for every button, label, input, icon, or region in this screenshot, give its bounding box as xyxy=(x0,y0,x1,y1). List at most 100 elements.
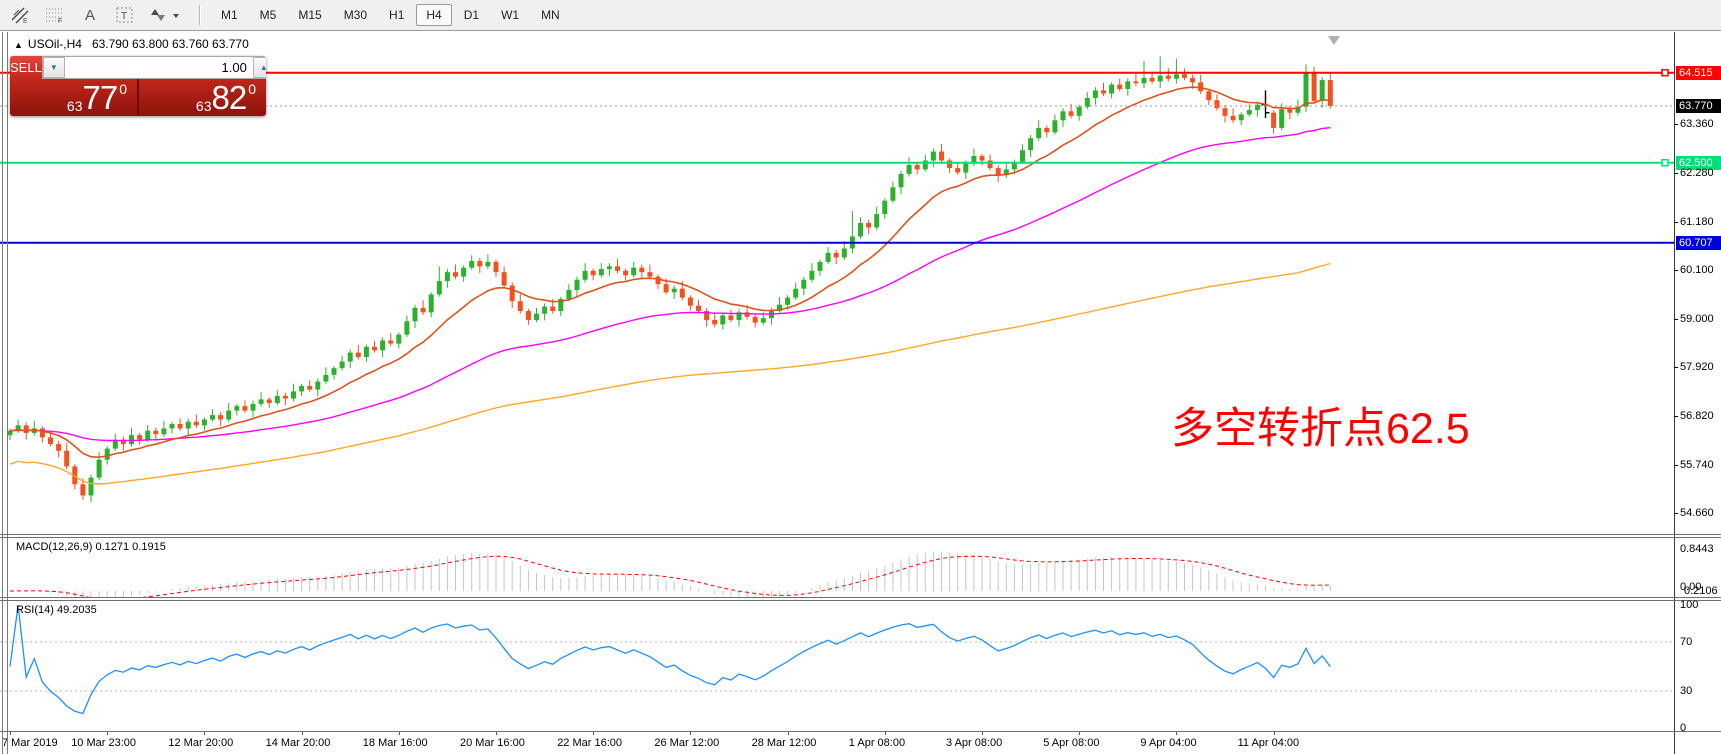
timeframe-button-m5[interactable]: M5 xyxy=(259,8,277,22)
timeframe-button-m15[interactable]: M15 xyxy=(298,8,322,22)
time-tick xyxy=(10,732,11,735)
candle-body xyxy=(631,267,637,276)
candle-body xyxy=(639,267,645,273)
price-badge-red: 64.515 xyxy=(1676,65,1721,80)
candle-body xyxy=(1319,80,1325,102)
buy-price-sup: 0 xyxy=(248,81,256,97)
text-label-icon[interactable]: A xyxy=(84,6,95,24)
candle-body xyxy=(898,173,904,188)
rsi-value: 49.2035 xyxy=(56,604,97,616)
candle-body xyxy=(201,419,207,426)
candle-body xyxy=(955,168,961,173)
text-box-icon[interactable]: T xyxy=(110,2,140,28)
pane-splitter[interactable] xyxy=(0,537,1721,538)
candle-body xyxy=(266,399,272,404)
candle-body xyxy=(1109,84,1115,94)
candle-body xyxy=(963,163,969,173)
main-chart[interactable] xyxy=(0,32,1674,534)
volume-increase-button[interactable]: ▲ xyxy=(252,57,266,78)
candle-body xyxy=(436,281,442,295)
candle-body xyxy=(866,223,872,228)
candle-body xyxy=(1036,127,1042,139)
candle-body xyxy=(793,288,799,298)
candle-body xyxy=(858,223,863,237)
resistance-line-handle[interactable] xyxy=(1661,68,1669,77)
candle-body xyxy=(347,352,353,362)
candle-body xyxy=(339,361,345,369)
candle-body xyxy=(752,316,758,323)
time-axis[interactable]: 7 Mar 2019 10 Mar 23:00 12 Mar 20:00 14 Mar… xyxy=(0,732,1721,754)
volume-decrease-button[interactable]: ▼ xyxy=(42,57,65,78)
candle-body xyxy=(728,315,734,320)
arrows-tool-icon[interactable] xyxy=(145,2,187,28)
pane-splitter[interactable] xyxy=(0,600,1721,601)
pivot-line-handle[interactable] xyxy=(1661,158,1669,167)
sell-price-big: 77 xyxy=(82,79,118,116)
timeframe-button-w1[interactable]: W1 xyxy=(501,8,520,22)
time-label: 7 Mar 2019 xyxy=(2,737,58,749)
pane-splitter[interactable] xyxy=(0,597,1721,598)
macd-scale-badge: 0.2106 xyxy=(1684,585,1718,597)
candle-body xyxy=(809,270,815,280)
rsi-pane[interactable] xyxy=(0,601,1674,731)
ma-mid-line xyxy=(9,127,1331,442)
price-tick-label: 61.180 xyxy=(1680,215,1714,228)
buy-price-prefix: 63 xyxy=(195,98,212,114)
candle-body xyxy=(7,430,13,436)
buy-price[interactable]: 63 82 0 xyxy=(139,79,266,116)
volume-input[interactable] xyxy=(64,57,253,78)
candle-body xyxy=(930,151,936,161)
candle-body xyxy=(671,288,677,293)
sell-price[interactable]: 63 77 0 xyxy=(10,79,139,116)
candle-body xyxy=(1117,84,1123,90)
timeframe-button-h4[interactable]: H4 xyxy=(416,4,452,26)
sell-price-prefix: 63 xyxy=(66,98,83,114)
candle-body xyxy=(720,315,726,325)
candle-body xyxy=(120,439,126,445)
pane-splitter[interactable] xyxy=(0,534,1721,535)
timeframe-button-d1[interactable]: D1 xyxy=(463,8,480,22)
time-tick xyxy=(398,732,400,735)
candle-body xyxy=(404,321,410,335)
rsi-scale-30: 30 xyxy=(1680,685,1693,697)
candle-body xyxy=(1125,81,1131,90)
svg-text:T: T xyxy=(121,11,127,22)
candle-body xyxy=(291,391,296,399)
candle-body xyxy=(1101,90,1106,94)
candle-body xyxy=(841,248,847,258)
fibonacci-grid-icon[interactable]: F xyxy=(40,2,70,28)
candle-body xyxy=(323,374,329,382)
chart-shift-arrow-icon[interactable] xyxy=(1328,36,1340,45)
candle-body xyxy=(493,261,499,273)
price-tick-label: 62.280 xyxy=(1680,166,1714,179)
macd-pane[interactable] xyxy=(0,538,1674,597)
candle-body xyxy=(363,346,369,358)
candle-body xyxy=(1052,120,1058,133)
candle-body xyxy=(890,187,896,201)
macd-scale-zero: 0.00 xyxy=(1680,581,1702,593)
candle-body xyxy=(1060,111,1066,121)
candle-body xyxy=(396,334,402,344)
sell-button[interactable]: SELL xyxy=(10,56,42,79)
one-click-panel-toggle[interactable]: ▲ xyxy=(14,40,23,50)
ohlc-values: 63.790 63.800 63.760 63.770 xyxy=(91,37,249,51)
timeframe-button-h1[interactable]: H1 xyxy=(389,8,405,22)
candle-body xyxy=(372,346,377,351)
time-tick xyxy=(884,732,886,735)
timeframe-button-m1[interactable]: M1 xyxy=(221,8,238,22)
buy-price-big: 82 xyxy=(211,79,247,116)
candle-body xyxy=(177,423,183,429)
time-label: 18 Mar 16:00 xyxy=(362,737,428,749)
candle-body xyxy=(355,352,361,358)
candle-body xyxy=(161,428,167,435)
timeframe-button-mn[interactable]: MN xyxy=(541,8,560,22)
equidistant-channel-icon[interactable]: E xyxy=(5,2,35,28)
timeframe-button-m30[interactable]: M30 xyxy=(343,8,368,22)
toolbar: E F A T M1 M xyxy=(0,0,1721,31)
rsi-scale-100: 100 xyxy=(1680,599,1699,612)
time-tick xyxy=(301,732,303,735)
time-tick xyxy=(1079,732,1081,735)
candle-body xyxy=(1182,74,1187,78)
candle-body xyxy=(1084,97,1090,107)
rsi-label: RSI(14) 49.2035 xyxy=(16,604,97,616)
